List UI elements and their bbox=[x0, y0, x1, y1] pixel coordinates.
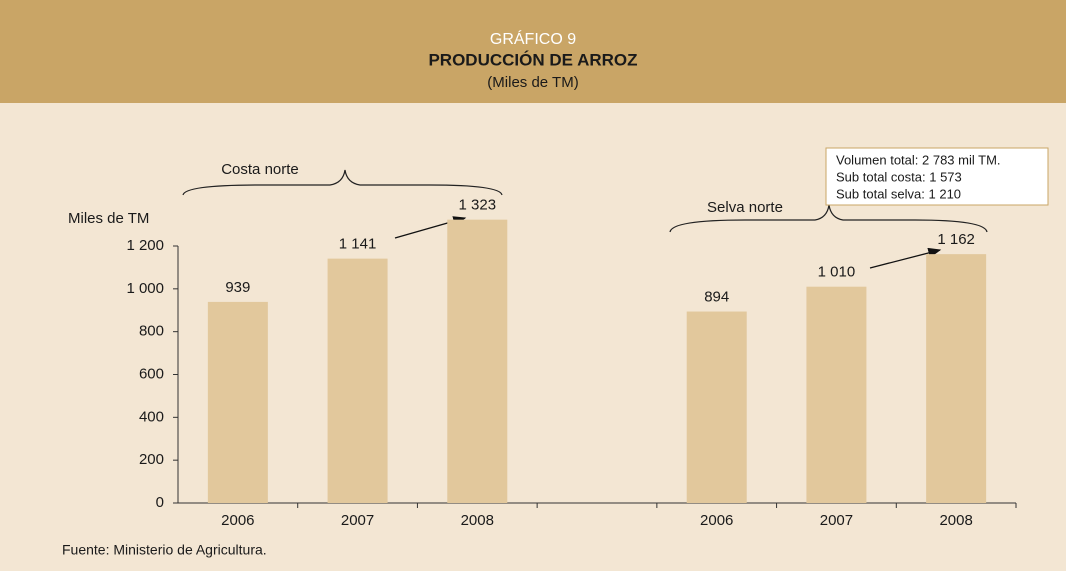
note-line: Sub total selva: 1 210 bbox=[836, 186, 961, 201]
arrow bbox=[869, 247, 942, 269]
data-label: 1 141 bbox=[339, 236, 377, 253]
note-box bbox=[825, 147, 1049, 206]
y-tick-label: 1 200 bbox=[126, 237, 164, 254]
note-line: Sub total costa: 1 573 bbox=[836, 169, 962, 184]
header bbox=[0, 0, 1066, 103]
y-tick-label: 1 000 bbox=[126, 280, 164, 297]
x-tick-label: 2007 bbox=[341, 512, 374, 529]
data-label: 894 bbox=[704, 289, 729, 306]
y-tick-label: 600 bbox=[139, 365, 164, 382]
source: Fuente: Ministerio de Agricultura. bbox=[62, 542, 267, 558]
data-label: 1 162 bbox=[937, 231, 975, 248]
chart-subtitle: (Miles de TM) bbox=[487, 74, 578, 91]
x-tick-label: 2006 bbox=[221, 512, 254, 529]
data-label: 939 bbox=[225, 279, 250, 296]
bar bbox=[686, 311, 747, 503]
bar bbox=[806, 286, 867, 503]
bar bbox=[926, 254, 987, 503]
group-label: Selva norte bbox=[707, 199, 783, 216]
chart-label: GRÁFICO 9 bbox=[490, 29, 576, 48]
y-tick-label: 0 bbox=[156, 494, 164, 511]
x-tick-label: 2008 bbox=[939, 512, 972, 529]
y-tick-label: 200 bbox=[139, 451, 164, 468]
x-tick-label: 2008 bbox=[461, 512, 494, 529]
note-line: Volumen total: 2 783 mil TM. bbox=[836, 152, 1001, 167]
group-label: Costa norte bbox=[221, 161, 299, 178]
x-tick-label: 2007 bbox=[820, 512, 853, 529]
bar bbox=[207, 301, 268, 503]
data-label: 1 323 bbox=[459, 197, 497, 214]
bar bbox=[447, 219, 508, 503]
data-label: 1 010 bbox=[818, 264, 856, 281]
chart-title: PRODUCCIÓN DE ARROZ bbox=[428, 50, 637, 69]
x-tick-label: 2006 bbox=[700, 512, 733, 529]
y-axis-label: Miles de TM bbox=[68, 210, 149, 227]
y-tick-label: 400 bbox=[139, 408, 164, 425]
y-tick-label: 800 bbox=[139, 323, 164, 340]
brace bbox=[182, 169, 503, 196]
bar bbox=[327, 258, 388, 503]
